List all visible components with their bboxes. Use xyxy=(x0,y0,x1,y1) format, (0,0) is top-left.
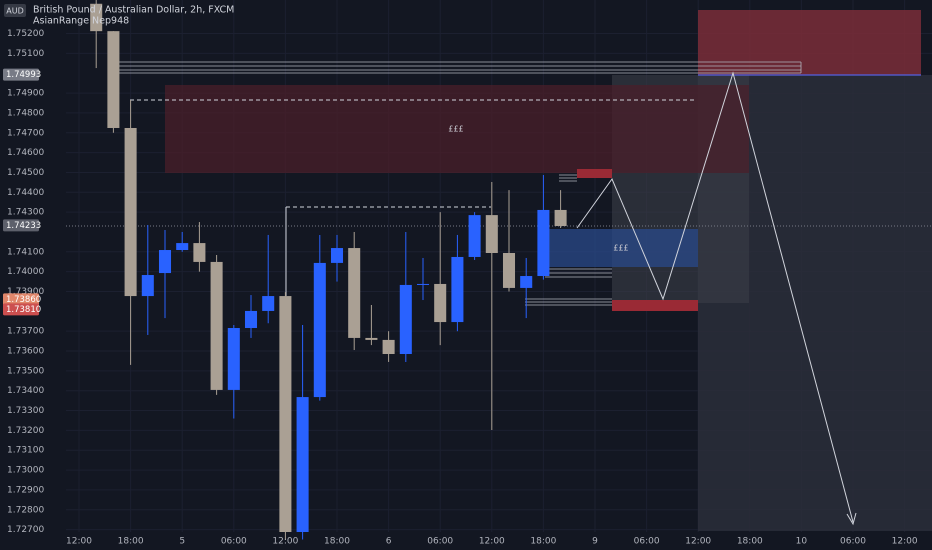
x-tick-label: 6 xyxy=(386,537,392,547)
y-tick-label: 1.72700 xyxy=(7,525,44,535)
x-tick-label: 18:00 xyxy=(530,537,556,547)
y-tick-label: 1.73500 xyxy=(7,366,44,376)
arrow-head xyxy=(846,512,857,526)
candle-body xyxy=(434,283,447,323)
small-zone xyxy=(612,300,698,311)
x-tick-label: 5 xyxy=(179,537,185,547)
x-tick-label: 18:00 xyxy=(324,537,350,547)
candle-body xyxy=(330,248,344,263)
projection-path xyxy=(576,71,854,523)
y-tick-label: 1.73200 xyxy=(7,426,44,436)
y-tick-label: 1.73600 xyxy=(7,347,44,357)
candle-body xyxy=(399,284,412,355)
y-tick-label: 1.73400 xyxy=(7,386,44,396)
price-badge-label: 1.74233 xyxy=(6,221,41,231)
candle-body xyxy=(107,31,120,128)
y-tick-label: 1.75200 xyxy=(7,29,44,39)
x-tick-label: 06:00 xyxy=(221,537,247,547)
candle-body xyxy=(210,261,223,390)
x-tick-label: 18:00 xyxy=(737,537,763,547)
y-tick-label: 1.73300 xyxy=(7,406,44,416)
x-tick-label: 06:00 xyxy=(634,537,660,547)
candle-body xyxy=(313,262,326,398)
y-tick-label: 1.75100 xyxy=(7,49,44,59)
candle-body xyxy=(451,256,464,323)
candle-body xyxy=(193,243,206,262)
y-tick-label: 1.74600 xyxy=(7,148,44,158)
x-tick-label: 9 xyxy=(592,537,598,547)
currency: AUD xyxy=(6,7,24,16)
supply-zone xyxy=(698,10,921,75)
candle-body xyxy=(176,243,189,251)
candle-body xyxy=(485,215,498,254)
y-tick-label: 1.74800 xyxy=(7,108,44,118)
zone-label: £££ xyxy=(613,244,628,253)
x-tick-label: 12:00 xyxy=(272,537,298,547)
y-tick-label: 1.73100 xyxy=(7,446,44,456)
y-tick-label: 1.74900 xyxy=(7,89,44,99)
candle-body xyxy=(279,296,292,532)
y-tick-label: 1.74000 xyxy=(7,267,44,277)
candle-body xyxy=(348,248,361,338)
chart-title: British Pound / Australian Dollar, 2h, F… xyxy=(33,5,234,16)
candle-body xyxy=(227,328,240,390)
price-badge-label: 1.74993 xyxy=(6,70,41,80)
drawings: £££ £££ xyxy=(66,10,932,531)
x-tick-label: 10 xyxy=(796,537,808,547)
candle-body xyxy=(365,337,378,340)
x-tick-label: 12:00 xyxy=(892,537,918,547)
axes: AUD British Pound / Australian Dollar, 2… xyxy=(3,4,918,547)
currency-badge xyxy=(4,4,26,17)
y-tick-label: 1.73900 xyxy=(7,287,44,297)
small-zone xyxy=(577,169,612,178)
price-badge xyxy=(3,219,39,232)
zone-label: £££ xyxy=(448,125,463,134)
candle-body xyxy=(141,275,154,297)
candle-body xyxy=(124,127,137,297)
candle-body xyxy=(416,283,430,285)
range-lines xyxy=(112,61,802,306)
candle-body xyxy=(244,310,258,329)
y-tick-label: 1.72900 xyxy=(7,485,44,495)
x-tick-label: 06:00 xyxy=(427,537,453,547)
price-badge-label: 1.73810 xyxy=(6,305,41,315)
candle-body xyxy=(502,253,516,288)
y-tick-label: 1.74400 xyxy=(7,188,44,198)
candles xyxy=(90,0,567,540)
candle-body xyxy=(262,296,275,311)
y-tick-label: 1.73700 xyxy=(7,327,44,337)
x-tick-label: 12:00 xyxy=(66,537,92,547)
x-tick-label: 18:00 xyxy=(118,537,144,547)
y-tick-label: 1.74700 xyxy=(7,128,44,138)
candle-body xyxy=(537,209,550,277)
y-tick-label: 1.74500 xyxy=(7,168,44,178)
price-badge-label: 1.73860 xyxy=(6,295,41,305)
demand-zone xyxy=(549,229,698,267)
price-badge xyxy=(3,303,39,316)
x-tick-label: 12:00 xyxy=(685,537,711,547)
candle-body xyxy=(158,250,172,274)
candle-body xyxy=(90,3,103,32)
candle-body xyxy=(382,339,395,355)
indicator-name: AsianRange Nep948 xyxy=(33,16,129,27)
candle-body xyxy=(468,215,481,257)
candle-body xyxy=(520,276,533,288)
x-tick-label: 12:00 xyxy=(479,537,505,547)
price-badge xyxy=(3,68,39,81)
candle-body xyxy=(554,209,567,227)
y-tick-label: 1.73000 xyxy=(7,466,44,476)
y-tick-label: 1.72800 xyxy=(7,505,44,515)
y-tick-label: 1.74300 xyxy=(7,208,44,218)
y-tick-label: 1.74100 xyxy=(7,247,44,257)
x-tick-label: 06:00 xyxy=(840,537,866,547)
price-badge xyxy=(3,293,39,306)
candle-body xyxy=(296,397,309,532)
